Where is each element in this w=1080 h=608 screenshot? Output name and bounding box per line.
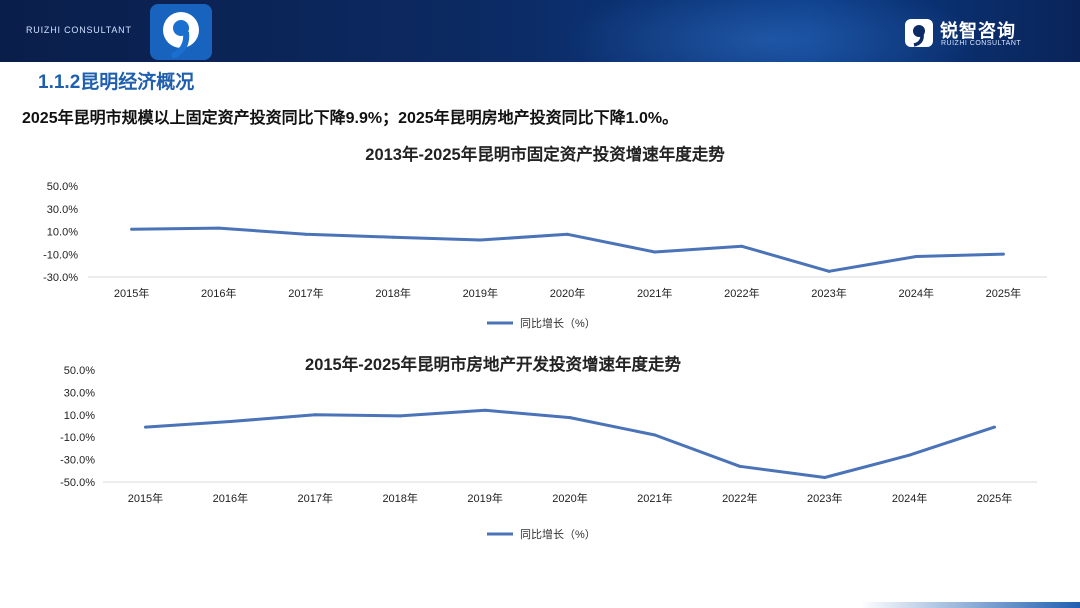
data-point	[313, 413, 317, 417]
x-tick-label: 2022年	[724, 286, 759, 300]
section-title: 1.1.2昆明经济概况	[38, 72, 195, 93]
data-point	[1001, 252, 1005, 256]
summary-text: 2025年昆明市规模以上固定资产投资同比下降9.9%；2025年昆明房地产投资同…	[22, 110, 679, 127]
x-tick-label: 2015年	[114, 286, 149, 300]
data-point	[483, 408, 487, 412]
chart-title: 2013年-2025年昆明市固定资产投资增速年度走势	[365, 144, 725, 164]
x-tick-label: 2019年	[467, 491, 502, 505]
x-tick-label: 2017年	[298, 491, 333, 505]
x-tick-label: 2018年	[382, 491, 417, 505]
y-tick-label: 30.0%	[47, 204, 78, 216]
data-point	[391, 235, 395, 239]
data-point	[304, 232, 308, 236]
y-tick-label: 50.0%	[64, 365, 95, 377]
x-tick-label: 2018年	[375, 286, 410, 300]
x-tick-label: 2025年	[986, 286, 1021, 300]
data-point	[827, 269, 831, 273]
y-tick-label: 50.0%	[47, 181, 78, 193]
y-tick-label: 30.0%	[64, 387, 95, 399]
data-point	[130, 227, 134, 231]
brand-name-cn: 锐智咨询	[940, 21, 1016, 41]
chart-title: 2015年-2025年昆明市房地产开发投资增速年度走势	[305, 354, 681, 374]
y-tick-label: -50.0%	[60, 477, 95, 489]
x-tick-label: 2022年	[722, 491, 757, 505]
footer-accent	[860, 602, 1080, 608]
data-point	[478, 238, 482, 242]
data-point	[228, 420, 232, 424]
data-point	[653, 433, 657, 437]
y-tick-label: -30.0%	[60, 455, 95, 467]
data-point	[568, 416, 572, 420]
real-estate-investment-chart: 2015年-2025年昆明市房地产开发投资增速年度走势 50.0% 30.0% 10.…	[60, 354, 1037, 541]
x-tick-label: 2015年	[128, 491, 163, 505]
brand-text-left: RUIZHI CONSULTANT	[26, 25, 132, 35]
data-point	[566, 232, 569, 236]
brand-logo-icon	[905, 19, 933, 47]
y-tick-label: -10.0%	[43, 249, 78, 261]
y-tick-label: 10.0%	[64, 410, 95, 422]
data-point	[143, 425, 147, 429]
x-tick-label: 2021年	[637, 491, 672, 505]
data-point	[738, 464, 742, 468]
x-tick-label: 2017年	[288, 286, 323, 300]
x-tick-label: 2020年	[550, 286, 585, 300]
y-tick-label: -10.0%	[60, 432, 95, 444]
data-point	[908, 453, 912, 457]
data-point	[823, 476, 827, 480]
data-point	[653, 250, 657, 254]
fixed-asset-investment-chart: 2013年-2025年昆明市固定资产投资增速年度走势 50.0% 30.0% 10.0…	[43, 144, 1047, 330]
data-point	[398, 414, 402, 418]
logo-badge-icon	[150, 4, 212, 60]
x-tick-label: 2016年	[201, 286, 236, 300]
x-tick-label: 2024年	[898, 286, 933, 300]
data-point	[217, 226, 221, 230]
x-tick-label: 2024年	[892, 491, 927, 505]
legend-label: 同比增长（%）	[520, 527, 596, 541]
x-tick-label: 2020年	[552, 491, 587, 505]
series-line	[145, 408, 995, 479]
brand-name-en: RUIZHI CONSULTANT	[941, 40, 1022, 47]
x-tick-label: 2021年	[637, 286, 672, 300]
x-tick-label: 2023年	[811, 286, 846, 300]
y-tick-label: -30.0%	[43, 272, 78, 284]
legend-label: 同比增长（%）	[520, 316, 596, 330]
data-point	[740, 244, 744, 248]
x-tick-label: 2025年	[977, 491, 1012, 505]
data-point	[914, 255, 918, 259]
x-tick-label: 2023年	[807, 491, 842, 505]
x-tick-label: 2016年	[213, 491, 248, 505]
data-point	[993, 425, 997, 429]
y-tick-label: 10.0%	[47, 227, 78, 239]
footer-bar	[0, 598, 1080, 608]
x-tick-label: 2019年	[463, 286, 498, 300]
header-banner: RUIZHI CONSULTANT 锐智咨询 RUIZHI CONSULTANT	[0, 0, 1080, 62]
